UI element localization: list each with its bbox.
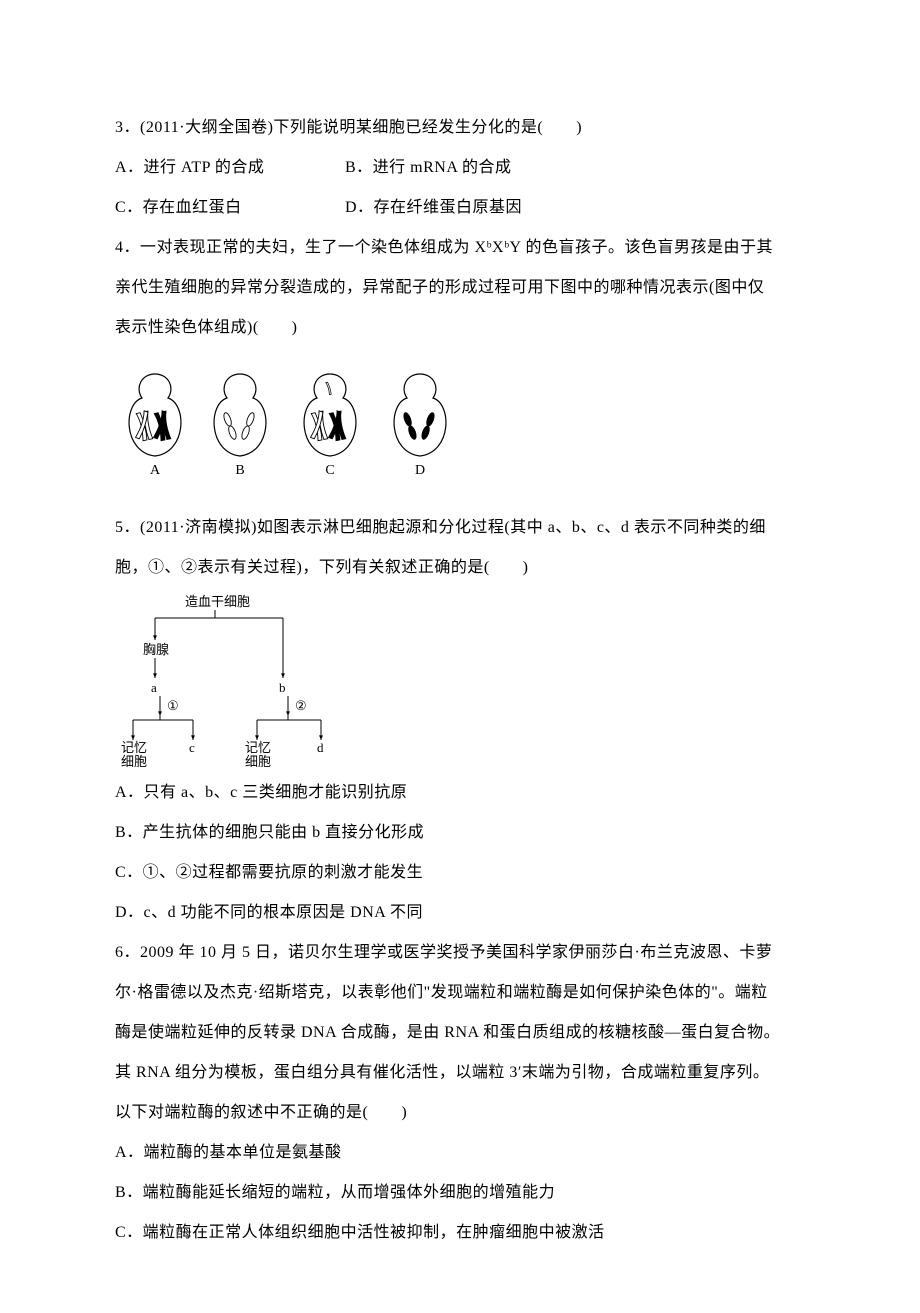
q3-optA: A．进行 ATP 的合成	[115, 148, 345, 188]
q3-stem: 3．(2011·大纲全国卷)下列能说明某细胞已经发生分化的是( )	[115, 108, 805, 148]
q3-optB: B．进行 mRNA 的合成	[345, 148, 512, 188]
q3-row2: C．存在血红蛋白 D．存在纤维蛋白原基因	[115, 188, 805, 228]
q4-line2: 亲代生殖细胞的异常分裂造成的，异常配子的形成过程可用下图中的哪种情况表示(图中仅	[115, 268, 805, 308]
svg-text:D: D	[415, 463, 425, 478]
q6-line1: 6．2009 年 10 月 5 日，诺贝尔生理学或医学奖授予美国科学家伊丽莎白·…	[115, 933, 805, 973]
q5-optA: A．只有 a、b、c 三类细胞才能识别抗原	[115, 773, 805, 813]
q3-optC: C．存在血红蛋白	[115, 188, 345, 228]
q6-line4: 其 RNA 组分为模板，蛋白组分具有催化活性，以端粒 3′末端为引物，合成端粒重…	[115, 1053, 805, 1093]
svg-text:B: B	[235, 463, 244, 478]
q5-figure: 造血干细胞胸腺 a① 记忆细胞 c b② 记忆细胞 d	[115, 592, 805, 767]
q6-optB: B．端粒酶能延长缩短的端粒，从而增强体外细胞的增殖能力	[115, 1173, 805, 1213]
q6-line3: 酶是使端粒延伸的反转录 DNA 合成酶，是由 RNA 和蛋白质组成的核糖核酸—蛋…	[115, 1013, 805, 1053]
q6-line5: 以下对端粒酶的叙述中不正确的是( )	[115, 1093, 805, 1133]
svg-text:d: d	[317, 740, 324, 755]
svg-text:①: ①	[167, 698, 179, 713]
svg-text:造血干细胞: 造血干细胞	[185, 594, 250, 609]
q5-optC: C．①、②过程都需要抗原的刺激才能发生	[115, 853, 805, 893]
svg-text:c: c	[189, 740, 195, 755]
q3-row1: A．进行 ATP 的合成 B．进行 mRNA 的合成	[115, 148, 805, 188]
svg-text:胸腺: 胸腺	[143, 642, 169, 657]
svg-text:②: ②	[295, 698, 307, 713]
svg-text:记忆细胞: 记忆细胞	[245, 740, 271, 767]
svg-text:C: C	[325, 463, 334, 478]
svg-text:b: b	[279, 680, 286, 695]
q3-optD: D．存在纤维蛋白原基因	[345, 188, 522, 228]
q6-line2: 尔·格雷德以及杰克·绍斯塔克，以表彰他们"发现端粒和端粒酶是如何保护染色体的"。…	[115, 973, 805, 1013]
q6-optA: A．端粒酶的基本单位是氨基酸	[115, 1133, 805, 1173]
q4-line3: 表示性染色体组成)( )	[115, 308, 805, 348]
q6-optC: C．端粒酶在正常人体组织细胞中活性被抑制，在肿瘤细胞中被激活	[115, 1213, 805, 1253]
q5-line2: 胞，①、②表示有关过程)，下列有关叙述正确的是( )	[115, 548, 805, 588]
q5-line1: 5．(2011·济南模拟)如图表示淋巴细胞起源和分化过程(其中 a、b、c、d …	[115, 508, 805, 548]
svg-text:A: A	[150, 463, 161, 478]
q4-figure: A B C D	[115, 368, 805, 478]
q5-optD: D．c、d 功能不同的根本原因是 DNA 不同	[115, 893, 805, 933]
q4-line1: 4．一对表现正常的夫妇，生了一个染色体组成为 XᵇXᵇY 的色盲孩子。该色盲男孩…	[115, 228, 805, 268]
q5-optB: B．产生抗体的细胞只能由 b 直接分化形成	[115, 813, 805, 853]
svg-text:a: a	[151, 680, 157, 695]
svg-text:记忆细胞: 记忆细胞	[121, 740, 147, 767]
